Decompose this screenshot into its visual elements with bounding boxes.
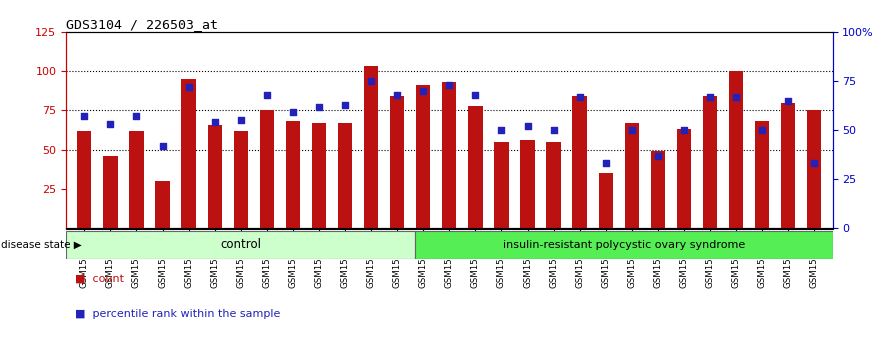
Point (677, 127, 691, 133)
Point (208, 119, 222, 125)
Point (599, 161, 613, 166)
Bar (651, 151, 665, 228)
Bar (416, 85, 431, 228)
Bar (598, 173, 613, 228)
Bar (78, 131, 92, 228)
Bar (155, 181, 170, 228)
Text: ■  count: ■ count (75, 273, 124, 283)
Text: ■  percentile rank within the sample: ■ percentile rank within the sample (75, 309, 280, 319)
Text: GDS3104 / 226503_at: GDS3104 / 226503_at (66, 18, 218, 31)
Bar (546, 142, 561, 228)
Bar (260, 110, 274, 228)
Point (521, 123, 535, 129)
Bar (233, 131, 248, 228)
Point (103, 121, 117, 127)
Text: disease state ▶: disease state ▶ (1, 240, 82, 250)
Bar (364, 67, 378, 228)
Point (781, 98, 796, 103)
Point (233, 118, 248, 123)
Point (469, 92, 483, 98)
Point (78, 114, 92, 119)
Point (130, 114, 144, 119)
Bar (625, 123, 639, 228)
Bar (677, 129, 691, 228)
Point (338, 102, 352, 107)
Point (155, 143, 169, 149)
Bar (390, 96, 404, 228)
Point (807, 161, 821, 166)
Point (703, 94, 717, 99)
Point (546, 127, 560, 133)
Bar (312, 123, 326, 228)
Point (181, 84, 196, 90)
Bar (130, 131, 144, 228)
Point (312, 104, 326, 109)
Point (729, 94, 744, 99)
Point (651, 153, 665, 159)
Bar (521, 140, 535, 228)
Bar (181, 79, 196, 228)
Bar (442, 82, 456, 228)
Bar (468, 106, 483, 228)
Point (573, 94, 587, 99)
Bar (573, 96, 587, 228)
Point (442, 82, 456, 88)
Bar (416, 231, 833, 258)
Point (285, 110, 300, 115)
Point (416, 88, 430, 94)
Bar (807, 110, 821, 228)
Point (364, 78, 378, 84)
Bar (781, 103, 796, 228)
Bar (103, 156, 117, 228)
Bar (337, 123, 352, 228)
Bar (285, 121, 300, 228)
Bar (703, 96, 717, 228)
Point (390, 92, 404, 98)
Bar (66, 231, 416, 258)
Text: control: control (220, 238, 262, 251)
Point (260, 92, 274, 98)
Text: insulin-resistant polycystic ovary syndrome: insulin-resistant polycystic ovary syndr… (503, 240, 745, 250)
Bar (755, 121, 769, 228)
Point (494, 127, 508, 133)
Point (625, 127, 639, 133)
Bar (729, 71, 744, 228)
Point (755, 127, 769, 133)
Bar (494, 142, 508, 228)
Bar (208, 125, 222, 228)
